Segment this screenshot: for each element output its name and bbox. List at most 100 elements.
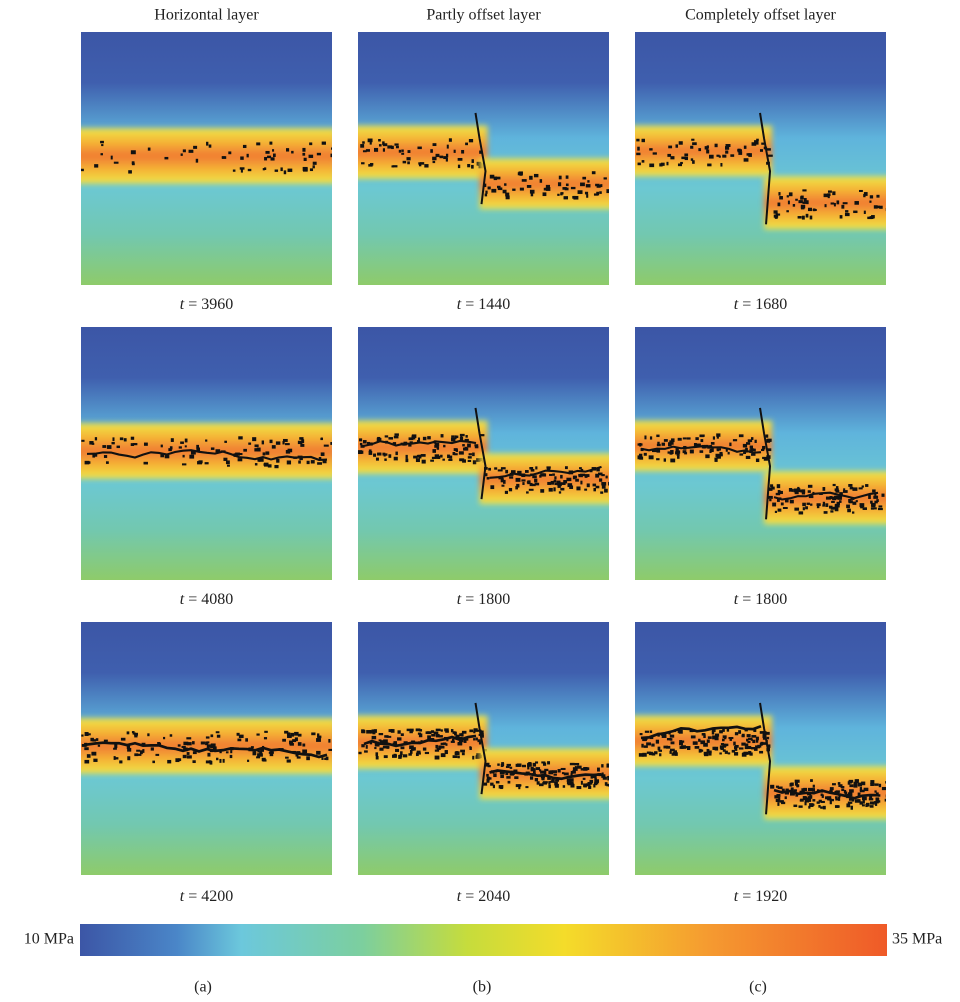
crack [660, 162, 665, 166]
crack [321, 757, 324, 760]
crack [374, 147, 379, 152]
crack [475, 737, 478, 741]
crack [451, 738, 455, 742]
crack [755, 736, 759, 741]
crack [807, 484, 813, 488]
crack [849, 789, 854, 793]
crack [475, 755, 480, 759]
crack [747, 439, 753, 443]
crack [651, 752, 656, 756]
crack [573, 195, 579, 200]
crack [361, 162, 365, 165]
crack [738, 730, 742, 734]
crack [438, 735, 443, 738]
crack [127, 756, 131, 761]
crack [755, 739, 759, 743]
subfigure-label: (c) [749, 979, 767, 996]
crack [216, 757, 219, 761]
crack [529, 189, 535, 194]
crack [762, 445, 766, 450]
crack [486, 773, 489, 777]
crack [847, 801, 853, 804]
crack [588, 785, 592, 789]
crack [540, 776, 545, 779]
crack [416, 750, 421, 754]
crack-path [640, 444, 762, 454]
crack [377, 452, 382, 456]
crack [506, 763, 511, 767]
crack [301, 439, 305, 444]
crack [816, 801, 820, 804]
crack [320, 437, 323, 441]
crack [721, 738, 725, 742]
crack [259, 751, 263, 755]
crack [467, 456, 472, 459]
crack [392, 442, 397, 446]
crack [532, 769, 536, 774]
crack [442, 458, 445, 461]
crack [565, 175, 569, 179]
time-symbol: t [457, 296, 462, 313]
crack [790, 782, 794, 786]
crack [747, 740, 751, 744]
crack [870, 780, 875, 785]
crack [670, 748, 675, 751]
crack [706, 748, 710, 753]
crack [777, 490, 781, 494]
crack [553, 479, 557, 483]
crack [708, 752, 712, 756]
crack [286, 759, 291, 763]
crack [193, 145, 198, 149]
crack [870, 782, 874, 786]
crack [262, 452, 266, 456]
crack [530, 468, 535, 472]
time-value: = 4080 [188, 591, 233, 608]
crack [655, 739, 660, 744]
crack [851, 511, 855, 514]
crack [865, 484, 869, 487]
crack [295, 753, 299, 757]
crack [543, 770, 547, 775]
crack [779, 196, 783, 200]
crack [714, 736, 719, 741]
crack [210, 734, 214, 738]
crack [192, 741, 195, 745]
crack [868, 798, 874, 801]
crack [818, 804, 821, 808]
crack [468, 453, 472, 456]
crack [822, 487, 826, 491]
crack [574, 475, 577, 479]
crack [446, 144, 449, 149]
crack [859, 801, 863, 805]
crack [529, 175, 533, 180]
crack [874, 500, 878, 504]
crack [593, 487, 596, 492]
crack [405, 454, 408, 459]
crack [777, 786, 783, 789]
crack [541, 777, 544, 780]
crack [608, 784, 609, 787]
crack [673, 750, 677, 753]
crack [704, 146, 709, 150]
crack [748, 153, 752, 157]
crack [483, 782, 488, 786]
crack [230, 750, 233, 754]
crack [601, 482, 607, 486]
crack [657, 746, 661, 751]
crack [585, 767, 590, 771]
crack [834, 805, 839, 808]
crack [595, 485, 600, 489]
crack [434, 444, 438, 448]
crack [388, 454, 392, 458]
crack [830, 510, 834, 513]
crack [461, 752, 465, 756]
crack [854, 782, 858, 786]
crack [869, 195, 874, 199]
crack [744, 746, 748, 750]
crack [384, 458, 387, 461]
crack [551, 778, 555, 782]
crack [382, 148, 386, 152]
crack [394, 433, 399, 436]
crack [858, 189, 863, 192]
crack [832, 783, 836, 786]
